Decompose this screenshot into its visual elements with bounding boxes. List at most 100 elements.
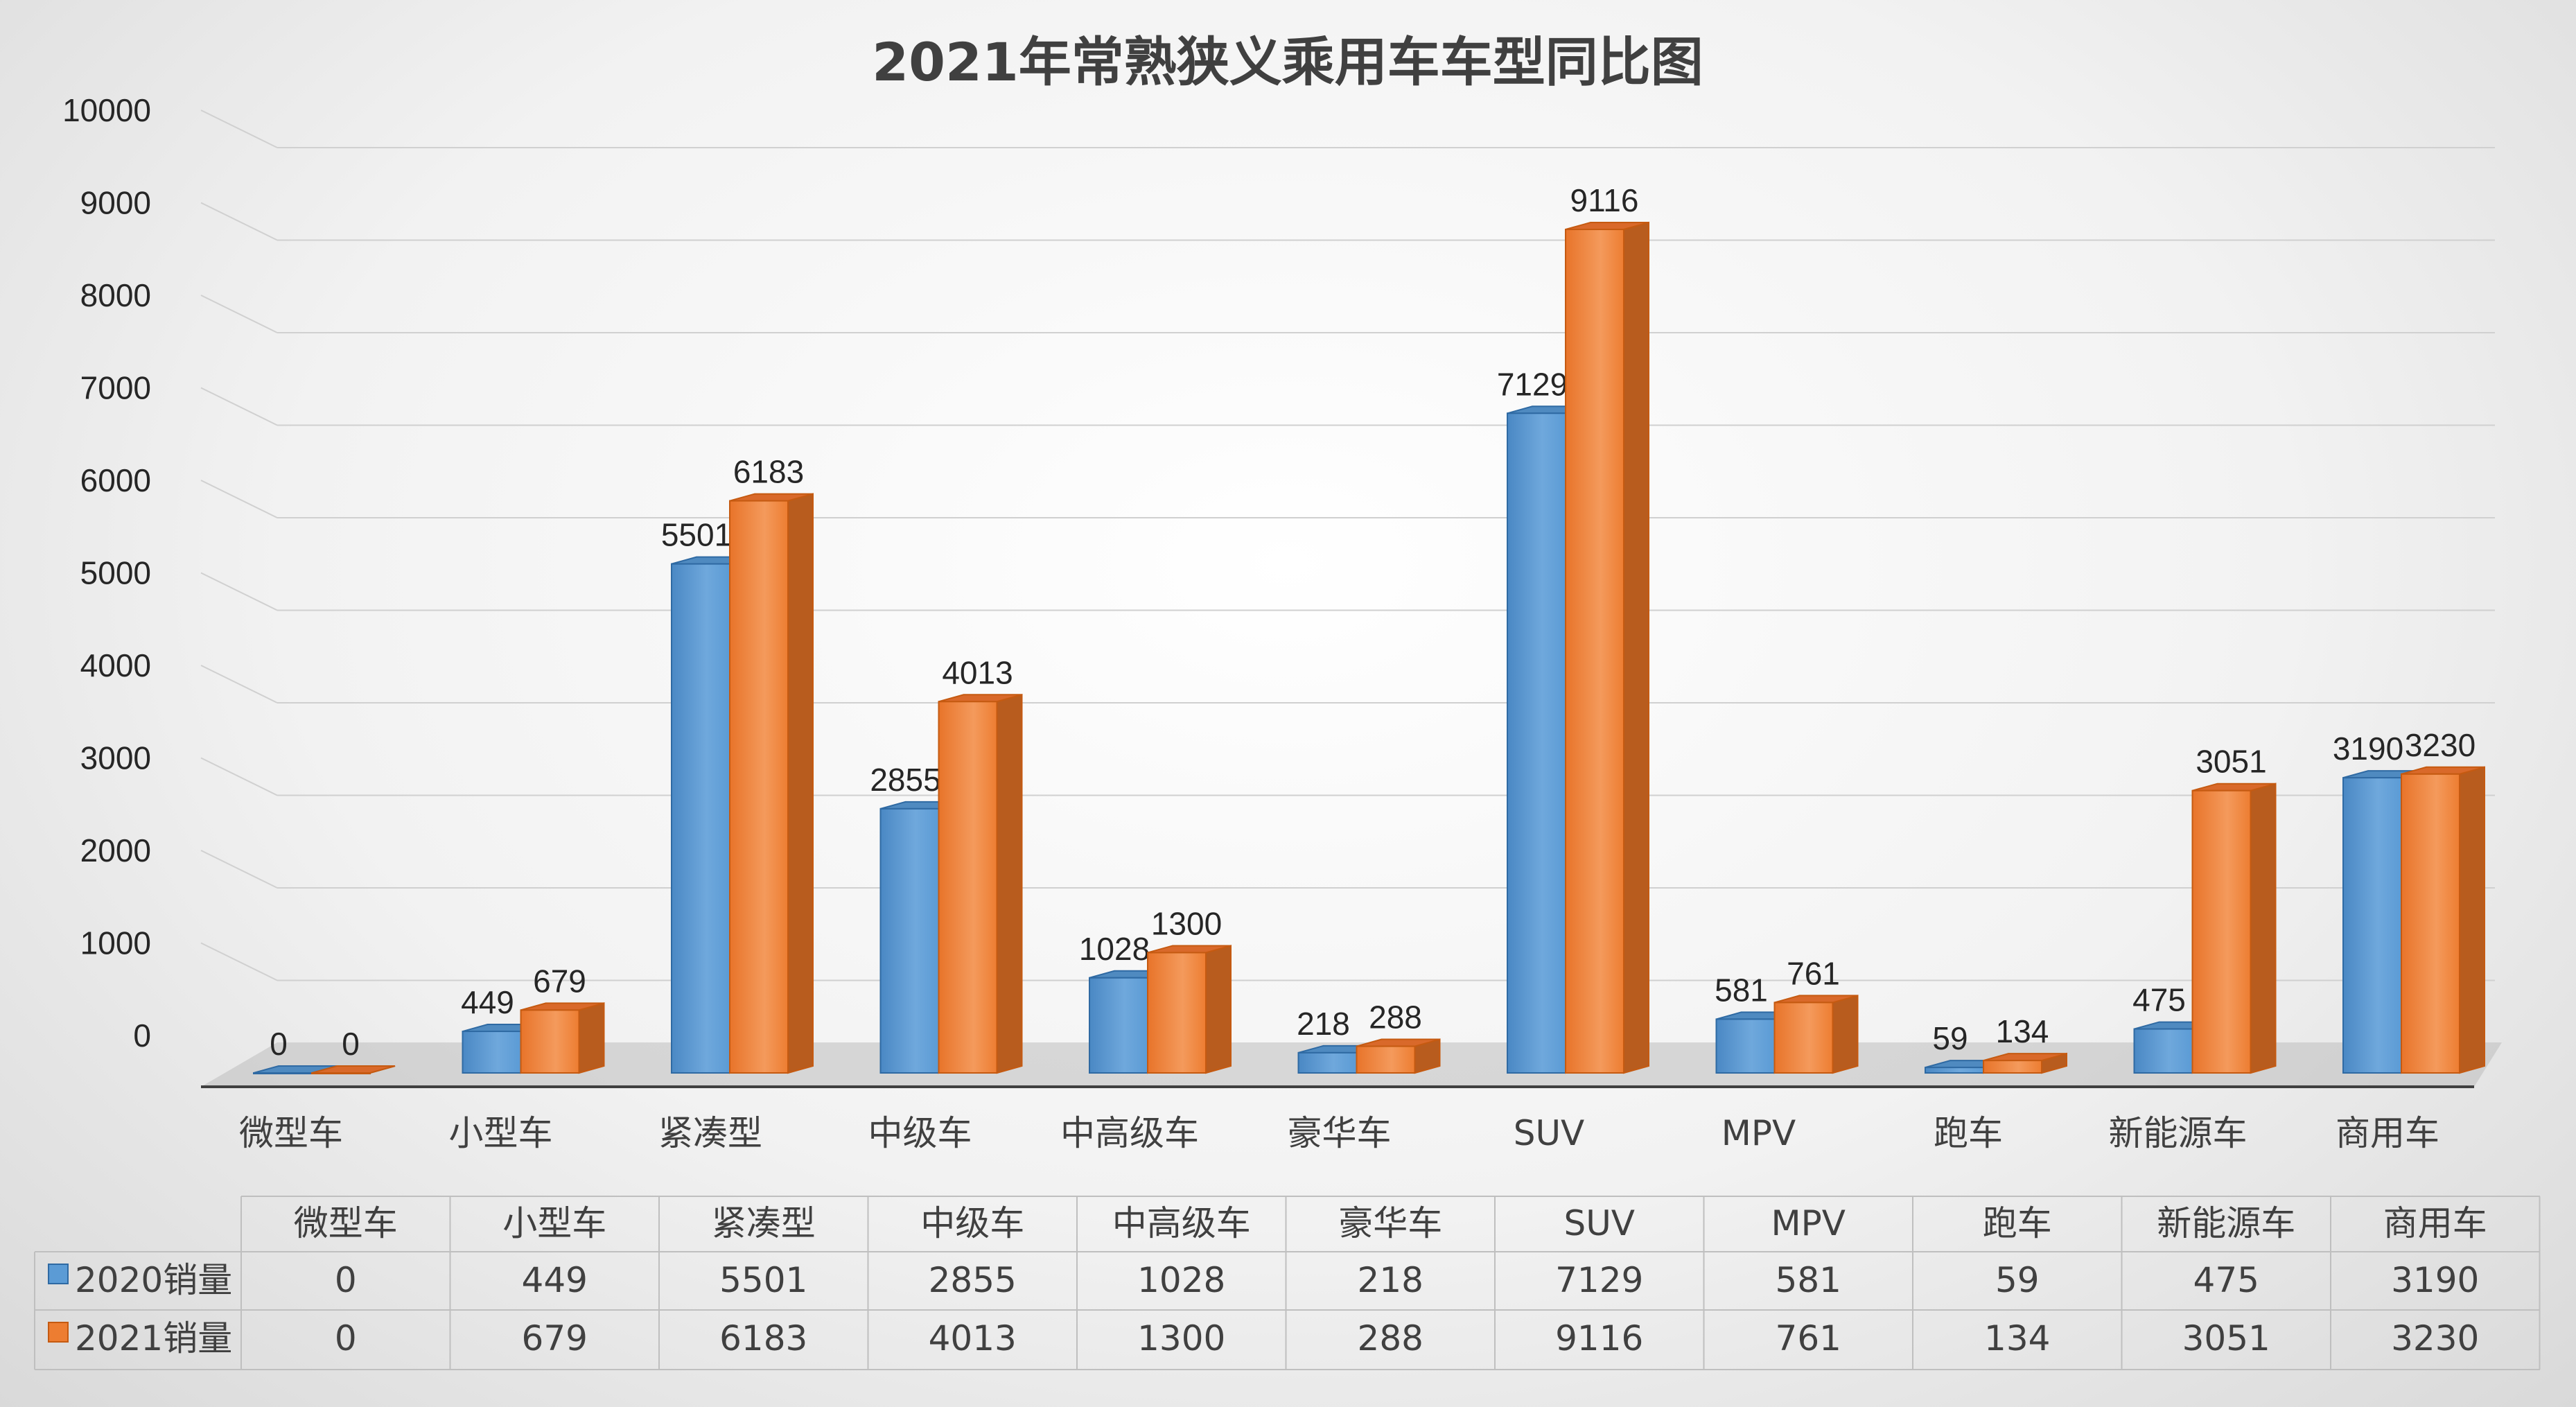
data-table: 微型车 小型车 紧凑型 中级车 中高级车 豪华车 SUV MPV 跑车 新能源车 商用车 2020销量… [34,1196,2541,1370]
bar-2021 [1773,1002,1834,1074]
bar-2021 [729,500,789,1074]
table-header-cell: 小型车 [502,1203,606,1243]
table-value-cell: 3051 [2182,1318,2270,1358]
gridline [200,480,278,518]
bar-2020 [1925,1067,1984,1074]
data-label: 59 [1932,1020,1968,1056]
data-label: 475 [2132,982,2186,1018]
table-value-cell: 3190 [2391,1260,2479,1300]
data-label: 3230 [2405,727,2476,763]
data-label: 581 [1715,972,1768,1008]
table-value-cell: 3230 [2391,1318,2479,1358]
bar-2020 [1715,1018,1776,1074]
x-category-label: 紧凑型 [658,1113,762,1153]
table-value-cell: 6183 [719,1318,807,1358]
data-label: 449 [461,984,514,1020]
gridline [200,757,278,796]
x-category-label: 中高级车 [1060,1113,1199,1153]
table-value-cell: 218 [1358,1260,1423,1300]
legend-key-2020 [48,1264,69,1284]
bar-2021 [2191,789,2252,1074]
bar-2021 [520,1009,580,1074]
x-axis-categories: 微型车 小型车 紧凑型 中级车 中高级车 豪华车 SUV MPV 跑车 新能源车 商用车 [239,1113,2439,1153]
bar-side [2459,766,2485,1074]
y-tick-label: 8000 [80,277,151,313]
table-header-cell: 跑车 [1983,1203,2052,1243]
x-category-label: MPV [1721,1113,1796,1153]
bar-side [1832,995,1859,1074]
table-value-cell: 581 [1776,1260,1841,1300]
data-label: 4013 [942,654,1013,690]
table-value-cell: 1300 [1137,1318,1225,1358]
table-header-cell: 微型车 [294,1203,398,1243]
gridlines [200,110,2502,1088]
chart-title: 2021年常熟狭义乘用车车型同比图 [872,31,1703,93]
gridline [200,572,278,611]
bar-side [578,1002,605,1074]
x-category-label: 小型车 [449,1113,553,1153]
bar-2020 [2342,777,2402,1074]
data-label: 9116 [1570,182,1639,218]
gridline [200,202,278,241]
x-category-label: SUV [1514,1113,1585,1153]
bar-2021 [938,701,998,1074]
bar-2021 [1147,952,1207,1074]
table-value-cell: 761 [1776,1318,1841,1358]
bar-side [2250,783,2277,1074]
x-category-label: 新能源车 [2109,1113,2248,1153]
y-tick-label: 6000 [80,462,151,498]
bar-2020 [1507,412,1566,1074]
data-label: 0 [270,1026,288,1062]
bar-2021 [2401,773,2460,1074]
y-tick-label: 7000 [80,370,151,406]
y-tick-label: 3000 [80,740,151,776]
table-header-cell: SUV [1563,1203,1635,1243]
table-value-cell: 4013 [929,1318,1017,1358]
table-value-cell: 0 [335,1318,357,1358]
table-header-cell: 中高级车 [1112,1203,1251,1243]
table-value-cell: 679 [522,1318,588,1358]
data-label: 3190 [2333,731,2403,767]
gridline [200,850,278,889]
table-header-cell: 中级车 [920,1203,1024,1243]
data-label: 1300 [1151,905,1222,941]
bar-2021 [1565,229,1624,1074]
bar-2020 [1089,977,1148,1074]
x-category-label: 中级车 [868,1113,972,1153]
bar-2020 [879,807,940,1074]
bar-2020 [2133,1028,2193,1074]
data-label: 288 [1369,999,1422,1035]
table-value-cell: 449 [522,1260,588,1300]
table-header-cell: 紧凑型 [712,1203,816,1243]
table-value-cell: 134 [1984,1318,2050,1358]
bar-side [996,693,1023,1074]
bar-2020 [671,563,730,1074]
bar-2020 [462,1031,522,1074]
bar-side [1623,221,1649,1074]
bar-2020 [1297,1051,1358,1074]
legend-label: 2021销量 [75,1318,232,1358]
legend-label: 2020销量 [75,1260,232,1300]
x-category-label: 微型车 [239,1113,343,1153]
table-value-cell: 288 [1358,1318,1423,1358]
table-header-cell: 豪华车 [1338,1203,1442,1243]
x-category-label: 豪华车 [1288,1113,1392,1153]
data-label: 0 [342,1026,360,1062]
table-value-cell: 5501 [719,1260,807,1300]
data-label: 134 [1996,1013,2049,1049]
bar-2020 [253,1072,313,1074]
table-header-cell: 新能源车 [2157,1203,2295,1243]
bar-2021 [1983,1060,2042,1074]
table-value-cell: 0 [335,1260,357,1300]
data-label: 679 [533,963,586,999]
gridline [200,295,278,333]
y-tick-label: 5000 [80,555,151,591]
bar-side [787,493,814,1074]
table-value-cell: 2855 [929,1260,1017,1300]
y-tick-label: 10000 [62,92,151,128]
gridline [200,110,278,148]
data-label: 5501 [661,517,732,553]
y-axis: 0 1000 2000 3000 4000 5000 6000 7000 8000 9000 100… [62,92,151,1054]
table-value-cell: 1028 [1137,1260,1225,1300]
